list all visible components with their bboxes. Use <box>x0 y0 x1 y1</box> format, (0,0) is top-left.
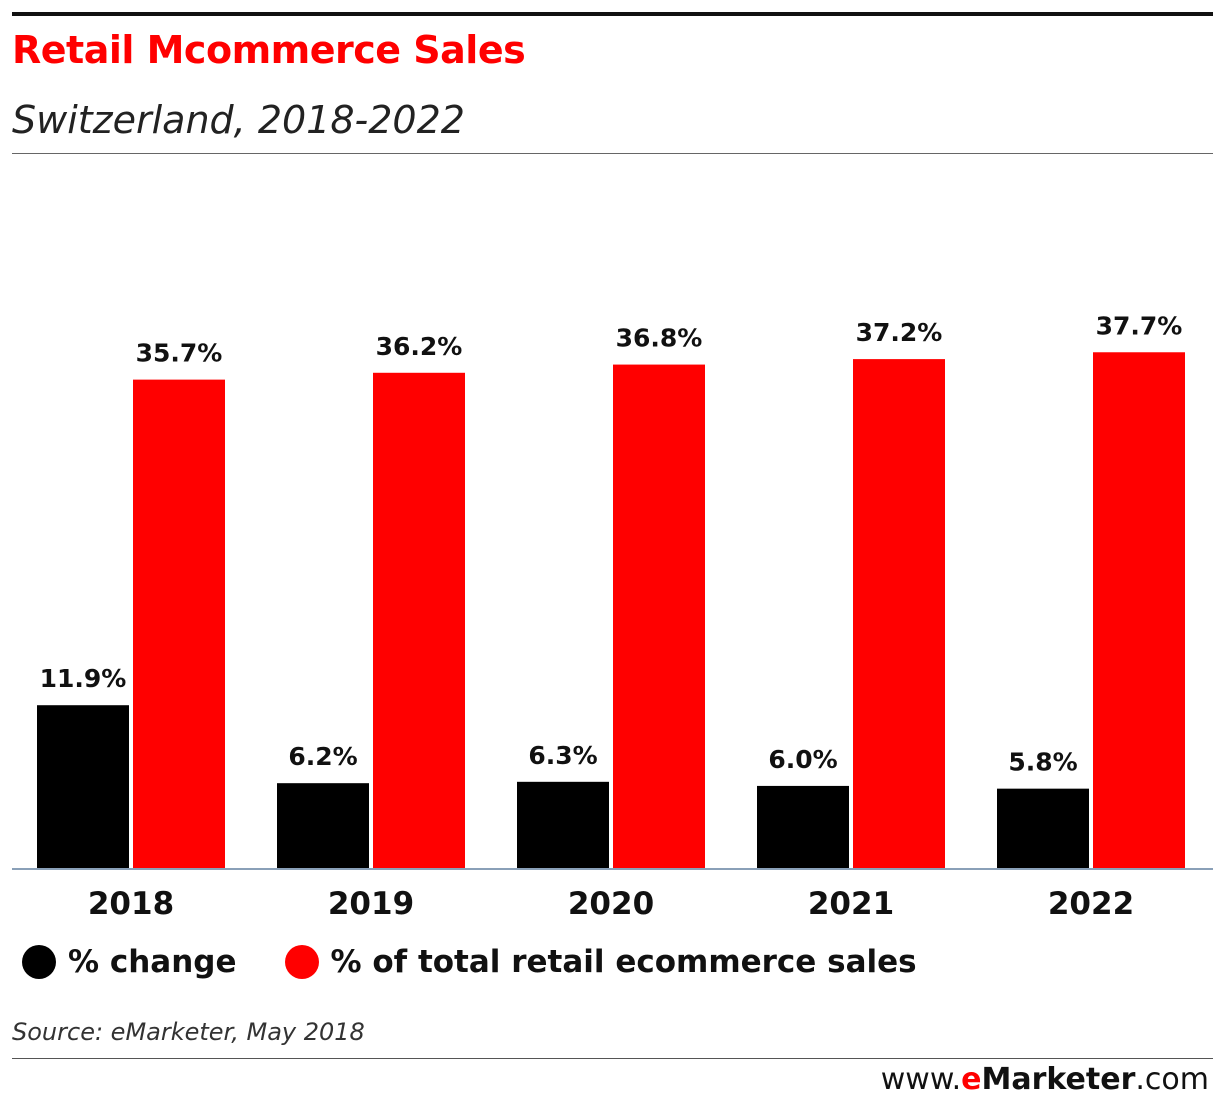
top-rule <box>12 12 1213 16</box>
bar-share-2021 <box>853 359 945 868</box>
subtitle-rule <box>12 153 1213 154</box>
data-label-share-2021: 37.2% <box>856 318 943 347</box>
bottom-rule <box>12 1058 1213 1059</box>
legend-label-share: % of total retail ecommerce sales <box>330 944 917 980</box>
bar-change-2020 <box>517 781 609 868</box>
brand-prefix: www. <box>880 1062 962 1097</box>
x-tick-label-2018: 2018 <box>88 886 174 922</box>
bar-change-2021 <box>757 785 849 868</box>
data-label-change-2018: 11.9% <box>40 664 127 693</box>
legend-label-change: % change <box>68 944 237 980</box>
data-label-change-2021: 6.0% <box>768 745 837 774</box>
data-label-change-2022: 5.8% <box>1008 748 1077 777</box>
brand-name: Marketer <box>981 1062 1136 1097</box>
legend-item-change: % change <box>22 944 237 980</box>
bar-change-2022 <box>997 788 1089 868</box>
data-label-share-2022: 37.7% <box>1096 311 1183 340</box>
chart-title: Retail Mcommerce Sales <box>12 28 526 72</box>
legend-item-share: % of total retail ecommerce sales <box>284 944 917 980</box>
source-note: Source: eMarketer, May 2018 <box>12 1018 365 1046</box>
x-tick-label-2021: 2021 <box>808 886 894 922</box>
x-tick-label-2019: 2019 <box>328 886 414 922</box>
bar-change-2019 <box>277 783 369 868</box>
data-label-share-2020: 36.8% <box>616 324 703 353</box>
brand-e: e <box>961 1062 982 1097</box>
data-label-share-2019: 36.2% <box>376 332 463 361</box>
data-label-change-2020: 6.3% <box>528 741 597 770</box>
data-label-change-2019: 6.2% <box>288 742 357 771</box>
chart-subtitle: Switzerland, 2018-2022 <box>12 98 465 142</box>
bar-share-2022 <box>1093 352 1185 868</box>
bar-share-2020 <box>613 364 705 868</box>
bar-change-2018 <box>37 705 129 868</box>
legend-swatch-share <box>284 945 319 979</box>
bar-share-2019 <box>373 372 465 868</box>
legend-swatch-change <box>22 945 56 979</box>
brand-suffix: .com <box>1135 1062 1209 1097</box>
brand-logo: www.eMarketer.com <box>881 1062 1209 1097</box>
data-label-share-2018: 35.7% <box>136 339 223 368</box>
x-tick-label-2020: 2020 <box>568 886 654 922</box>
x-tick-label-2022: 2022 <box>1048 886 1134 922</box>
legend: % change % of total retail ecommerce sal… <box>22 944 965 980</box>
bar-share-2018 <box>133 379 225 868</box>
